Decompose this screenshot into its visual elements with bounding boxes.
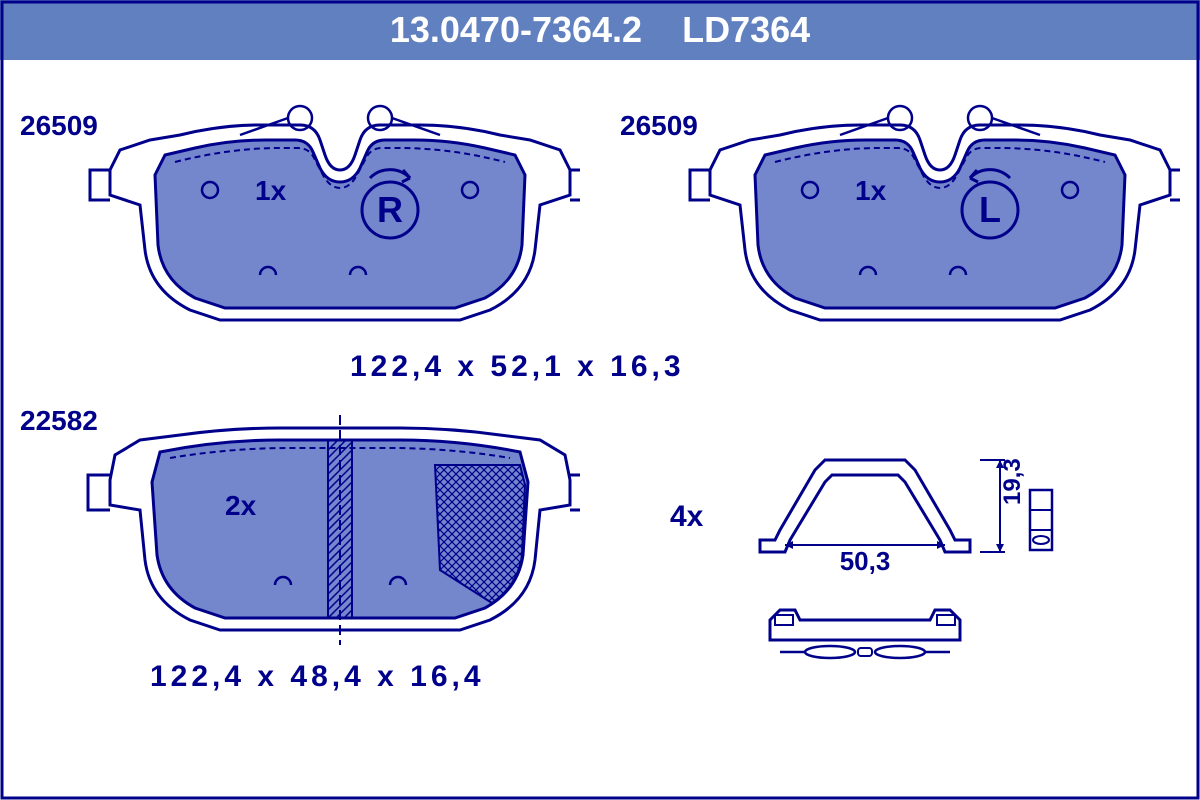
page-border bbox=[0, 0, 1200, 800]
diagram-content: 26509 1x R 26509 bbox=[0, 60, 1200, 800]
